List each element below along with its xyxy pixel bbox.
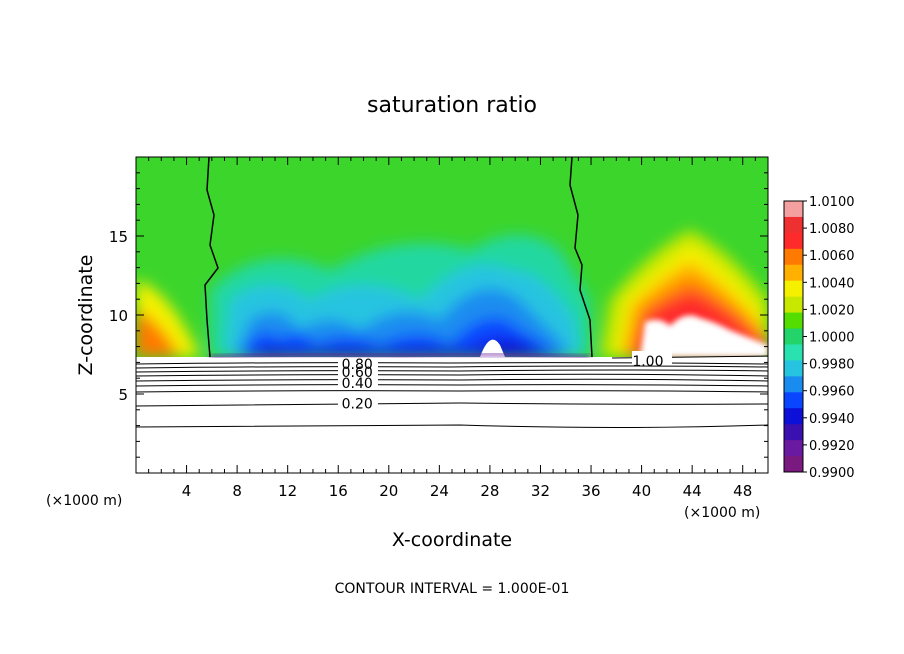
contour-label: 0.20 <box>342 396 373 412</box>
colorbar-label: 1.0060 <box>809 249 855 264</box>
contour-label: 0.40 <box>342 376 373 392</box>
colorbar-swatch <box>784 232 803 250</box>
x-tick-label: 20 <box>379 482 398 500</box>
colorbar-swatch <box>784 392 803 409</box>
colorbar-swatch <box>784 248 803 266</box>
contour-label: 1.00 <box>632 354 663 370</box>
x-tick-label: 8 <box>232 482 242 500</box>
x-tick-label: 24 <box>430 482 449 500</box>
y-tick-label: 5 <box>118 386 128 404</box>
x-tick-label: 40 <box>632 482 651 500</box>
colorbar-label: 0.9940 <box>809 412 855 427</box>
y-tick-label: 15 <box>109 228 128 246</box>
colorbar-label: 0.9980 <box>809 358 855 373</box>
colorbar-swatch <box>784 456 803 473</box>
x-tick-label: 36 <box>581 482 600 500</box>
colorbar-swatch <box>784 360 803 377</box>
colorbar-swatch <box>784 312 803 330</box>
x-axis-unit-left: (×1000 m) <box>46 493 122 509</box>
x-axis: 4 8 12 16 20 24 28 32 36 40 44 48 <box>148 157 756 500</box>
x-tick-label: 4 <box>182 482 192 500</box>
x-axis-unit-right: (×1000 m) <box>684 505 760 521</box>
colorbar-swatch <box>784 440 803 457</box>
x-tick-label: 32 <box>531 482 550 500</box>
y-axis-label: Z-coordinate <box>75 255 97 376</box>
colorbar-swatch <box>784 201 803 218</box>
colorbar-swatch <box>784 280 803 298</box>
x-tick-label: 28 <box>480 482 499 500</box>
colorbar-label: 0.9920 <box>809 439 855 454</box>
plot-area: 0.800.600.400.201.00 4 8 12 16 20 24 28 32 36 40 4… <box>109 156 769 500</box>
y-axis: 5 10 15 <box>109 172 768 458</box>
colorbar-label: 0.9900 <box>809 466 855 481</box>
colorbar-label: 1.0000 <box>809 331 855 346</box>
colorbar-label: 1.0040 <box>809 276 855 291</box>
colorbar-label: 1.0080 <box>809 222 855 237</box>
chart-title: saturation ratio <box>367 93 537 118</box>
y-tick-label: 10 <box>109 307 128 325</box>
x-axis-label: X-coordinate <box>392 529 512 551</box>
x-tick-label: 12 <box>278 482 297 500</box>
colorbar-swatch <box>784 216 803 234</box>
colorbar-swatch <box>784 296 803 314</box>
x-tick-label: 16 <box>329 482 348 500</box>
colorbar-swatch <box>784 376 803 393</box>
colorbar-swatch <box>784 344 803 361</box>
colorbar-swatch <box>784 264 803 282</box>
colorbar-label: 1.0020 <box>809 303 855 318</box>
colorbar-swatch <box>784 408 803 425</box>
colorbar-label: 0.9960 <box>809 385 855 400</box>
x-tick-label: 44 <box>683 482 702 500</box>
colorbar-swatch <box>784 328 803 345</box>
x-tick-label: 48 <box>733 482 752 500</box>
contour-labels: 0.800.600.40 0.20 1.00 <box>342 354 664 413</box>
colorbar: 1.0100 1.0080 1.0060 1.0040 1.0020 1.0000 0.99… <box>783 195 855 481</box>
contour-label: 0.60 <box>342 365 373 381</box>
colorbar-label: 1.0100 <box>809 195 855 210</box>
contour-interval-note: CONTOUR INTERVAL = 1.000E-01 <box>335 581 570 597</box>
colorbar-swatch <box>784 424 803 441</box>
saturation-field <box>136 157 768 473</box>
contour-label: 0.80 <box>342 357 373 373</box>
